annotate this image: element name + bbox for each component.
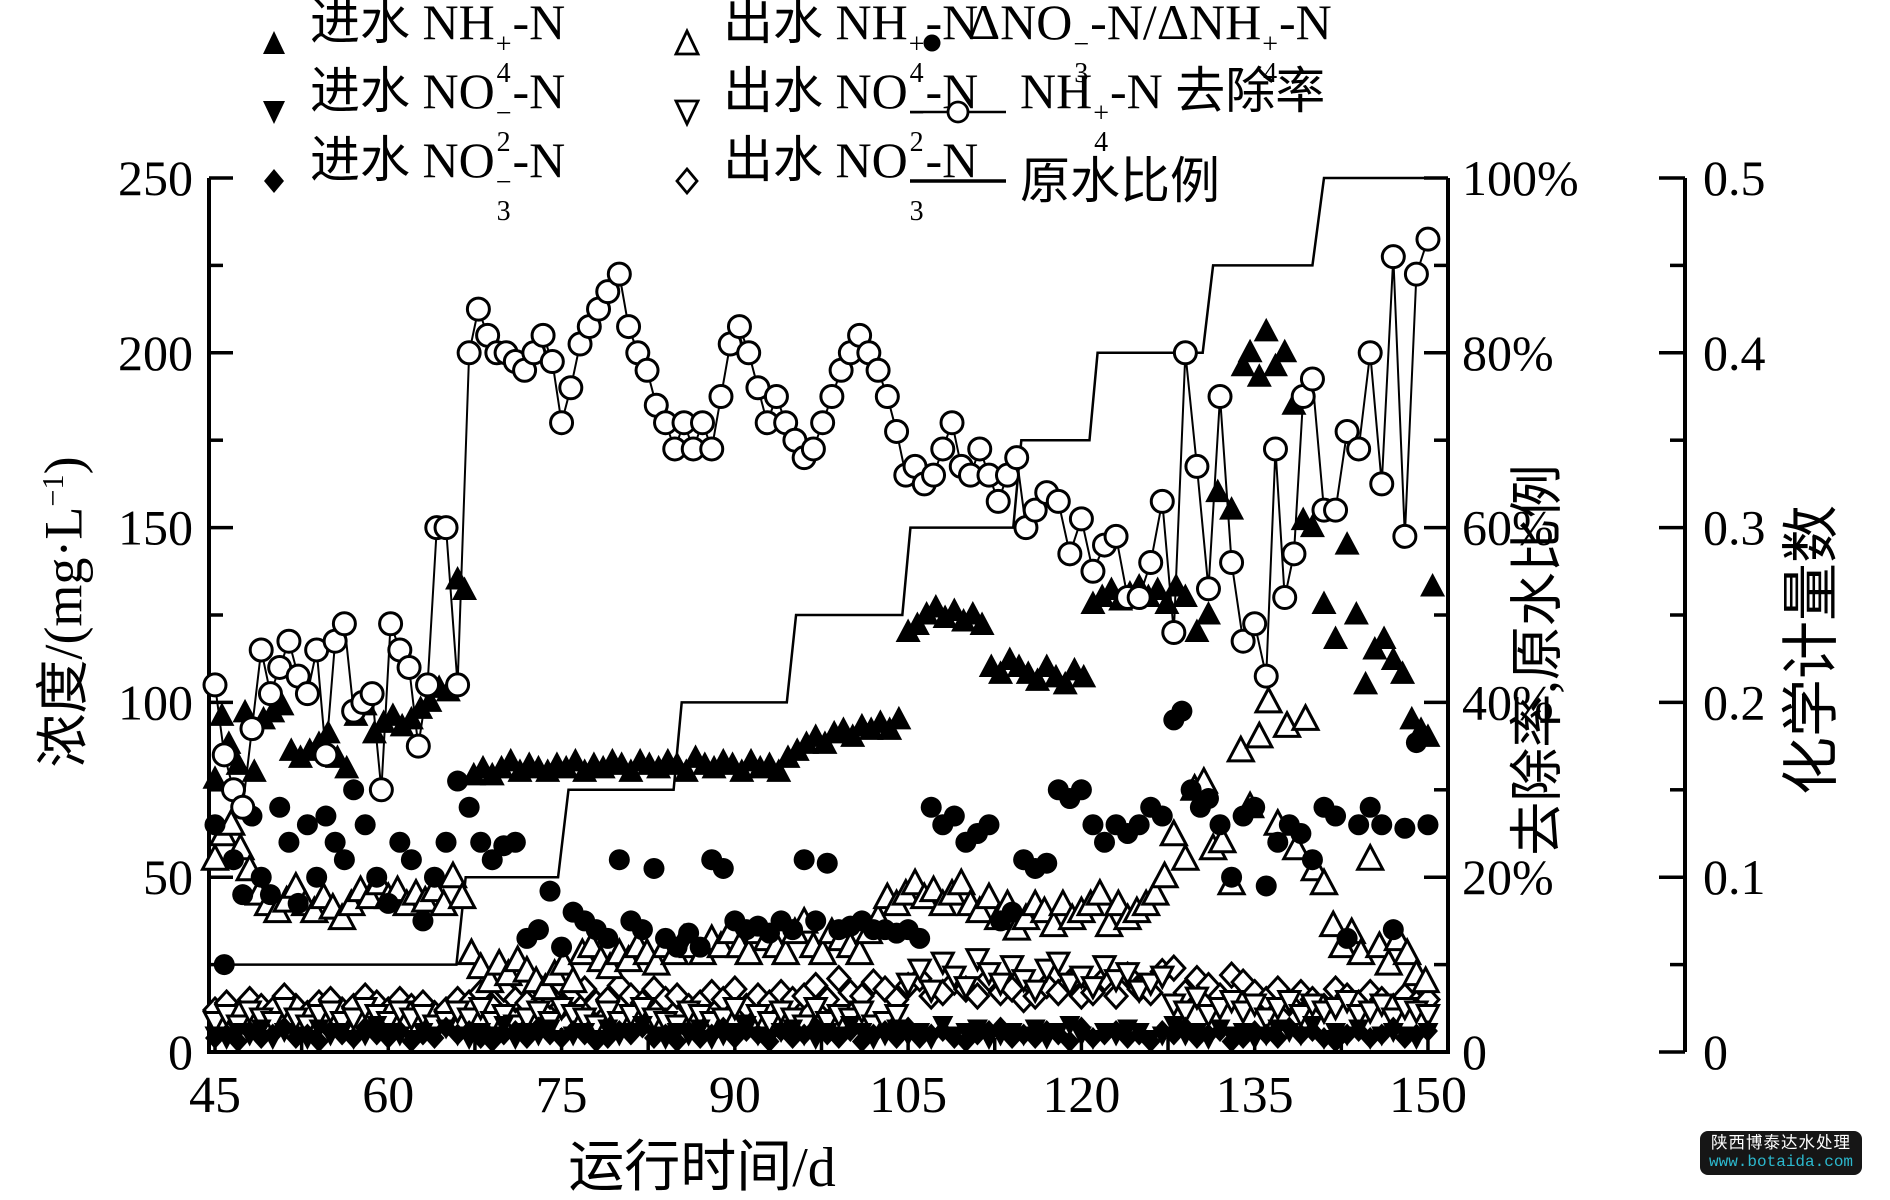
inlet-no2-marker-icon bbox=[246, 95, 302, 129]
tick-label: 60 bbox=[362, 1067, 414, 1124]
legend-label-inlet-no2: 进水 NO −2 -N bbox=[310, 62, 566, 158]
series-delta-ratio bbox=[204, 700, 1439, 976]
tick-label: 150 bbox=[1389, 1067, 1467, 1124]
tick-label: 0.1 bbox=[1703, 849, 1766, 905]
legend-item-raw-water-ratio: 原水比例 bbox=[904, 156, 1332, 206]
legend-label-outlet-no2: 出水 NO −2 -N bbox=[723, 62, 979, 158]
legend-item-inlet-nh4: 进水 NH +4 -N bbox=[246, 0, 659, 88]
series-inlet-nh4 bbox=[202, 317, 1446, 789]
right-axis2-title: 化学计量数 bbox=[1779, 504, 1844, 796]
tick-label: 100% bbox=[1462, 150, 1579, 206]
tick-label: 0 bbox=[1462, 1024, 1487, 1080]
legend-item-outlet-no2: 出水 NO −2 -N bbox=[659, 66, 978, 158]
chart-legend: 进水 NH +4 -N 出水 NH +4 -N ΔNO −3 -N/ΔNH +4 -N 进水 NO −2… bbox=[246, 0, 1332, 225]
tick-label: 0 bbox=[1703, 1024, 1728, 1080]
legend-label-raw-water-ratio: 原水比例 bbox=[1020, 152, 1220, 209]
watermark-url: www.botaida.com bbox=[1709, 1152, 1854, 1171]
bottom-axis-title: 运行时间/d bbox=[568, 1137, 836, 1199]
legend-item-inlet-no3: 进水 NO −3 -N bbox=[246, 135, 659, 227]
watermark-text: 陕西博泰达水处理 bbox=[1711, 1134, 1852, 1152]
legend-label-inlet-no3: 进水 NO −3 -N bbox=[310, 131, 566, 227]
legend-item-delta-ratio: ΔNO −3 -N/ΔNH +4 -N bbox=[904, 0, 1332, 88]
tick-label: 60% bbox=[1462, 500, 1554, 556]
legend-label-nh4-removal: NH +4 -N 去除率 bbox=[1020, 62, 1326, 158]
raw-water-ratio-marker-icon bbox=[904, 164, 1012, 198]
legend-item-outlet-no3: 出水 NO −3 -N bbox=[659, 135, 978, 227]
legend-label-outlet-no3: 出水 NO −3 -N bbox=[723, 131, 979, 227]
right-axis1-title: 去除率,原水比例 bbox=[1507, 464, 1568, 856]
tick-label: 0.2 bbox=[1703, 674, 1766, 730]
tick-label: 0.4 bbox=[1703, 325, 1766, 381]
legend-item-inlet-no2: 进水 NO −2 -N bbox=[246, 66, 659, 158]
legend-item-outlet-nh4: 出水 NH +4 -N bbox=[659, 0, 978, 88]
tick-label: 75 bbox=[536, 1067, 588, 1124]
tick-label: 50 bbox=[143, 849, 193, 905]
outlet-no3-marker-icon bbox=[659, 164, 715, 198]
tick-label: 80% bbox=[1462, 325, 1554, 381]
series-inlet-no2 bbox=[204, 1016, 1439, 1051]
series-outlet-nh4 bbox=[200, 685, 1441, 1001]
tick-label: 250 bbox=[118, 150, 193, 206]
tick-label: 100 bbox=[118, 674, 193, 730]
tick-label: 40% bbox=[1462, 674, 1554, 730]
delta-ratio-marker-icon bbox=[904, 26, 960, 60]
legend-label-outlet-nh4: 出水 NH +4 -N bbox=[723, 0, 979, 89]
tick-label: 20% bbox=[1462, 849, 1554, 905]
legend-label-inlet-nh4: 进水 NH +4 -N bbox=[310, 0, 566, 89]
nh4-removal-marker-icon bbox=[904, 95, 1012, 129]
series-line-raw-water-ratio bbox=[210, 176, 1448, 966]
legend-label-delta-ratio: ΔNO −3 -N/ΔNH +4 -N bbox=[968, 0, 1332, 89]
tick-label: 45 bbox=[189, 1067, 241, 1124]
tick-label: 135 bbox=[1216, 1067, 1294, 1124]
inlet-nh4-marker-icon bbox=[246, 26, 302, 60]
watermark: 陕西博泰达水处理 www.botaida.com bbox=[1700, 1131, 1863, 1176]
tick-label: 150 bbox=[118, 500, 193, 556]
series-nh4-removal bbox=[202, 226, 1441, 820]
tick-label: 0.5 bbox=[1703, 150, 1766, 206]
tick-label: 0 bbox=[168, 1024, 193, 1080]
outlet-nh4-marker-icon bbox=[659, 26, 715, 60]
left-axis-title: 浓度/(mg·L−1) bbox=[33, 456, 94, 768]
inlet-no3-marker-icon bbox=[246, 164, 302, 198]
legend-item-nh4-removal: NH +4 -N 去除率 bbox=[904, 66, 1332, 158]
tick-label: 105 bbox=[869, 1067, 947, 1124]
tick-label: 90 bbox=[709, 1067, 761, 1124]
outlet-no2-marker-icon bbox=[659, 95, 715, 129]
tick-label: 200 bbox=[118, 325, 193, 381]
tick-label: 120 bbox=[1042, 1067, 1120, 1124]
series-raw-water-ratio bbox=[210, 176, 1448, 966]
tick-label: 0.3 bbox=[1703, 500, 1766, 556]
